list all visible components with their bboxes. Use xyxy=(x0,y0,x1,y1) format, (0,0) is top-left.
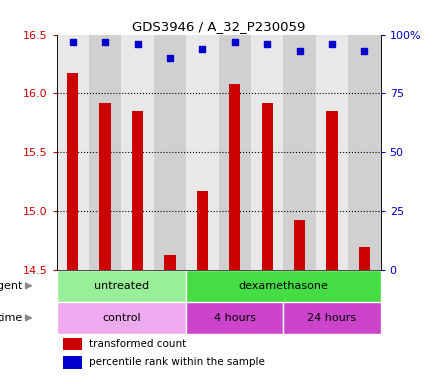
Bar xyxy=(293,220,305,270)
Point xyxy=(360,48,367,54)
Text: control: control xyxy=(102,313,140,323)
Bar xyxy=(250,35,283,270)
Text: transformed count: transformed count xyxy=(89,339,186,349)
Bar xyxy=(283,35,315,270)
Bar xyxy=(283,302,380,334)
Bar xyxy=(186,35,218,270)
Bar xyxy=(358,247,369,270)
Bar xyxy=(229,84,240,270)
Point xyxy=(134,41,141,47)
Point xyxy=(102,38,108,45)
Text: time: time xyxy=(0,313,23,323)
Text: 4 hours: 4 hours xyxy=(213,313,255,323)
Text: agent: agent xyxy=(0,281,23,291)
Bar xyxy=(186,270,380,302)
Point xyxy=(166,55,173,61)
Bar xyxy=(261,103,272,270)
Bar xyxy=(186,302,283,334)
Point xyxy=(263,41,270,47)
Bar xyxy=(63,338,82,350)
Title: GDS3946 / A_32_P230059: GDS3946 / A_32_P230059 xyxy=(132,20,305,33)
Text: percentile rank within the sample: percentile rank within the sample xyxy=(89,358,264,367)
Bar xyxy=(154,35,186,270)
Bar xyxy=(99,103,111,270)
Bar xyxy=(56,35,89,270)
Bar xyxy=(89,35,121,270)
Text: untreated: untreated xyxy=(94,281,148,291)
Bar xyxy=(315,35,347,270)
Point xyxy=(69,38,76,45)
Bar xyxy=(63,356,82,369)
Bar xyxy=(164,255,175,270)
Point xyxy=(296,48,302,54)
Text: dexamethasone: dexamethasone xyxy=(238,281,328,291)
Bar xyxy=(218,35,250,270)
Bar xyxy=(67,73,78,270)
Point xyxy=(198,46,205,52)
Point xyxy=(231,38,238,45)
Bar xyxy=(56,302,186,334)
Bar xyxy=(348,35,380,270)
Bar xyxy=(121,35,154,270)
Text: 24 hours: 24 hours xyxy=(307,313,356,323)
Bar xyxy=(196,191,207,270)
Bar xyxy=(56,270,186,302)
Bar xyxy=(132,111,143,270)
Bar xyxy=(326,111,337,270)
Point xyxy=(328,41,335,47)
